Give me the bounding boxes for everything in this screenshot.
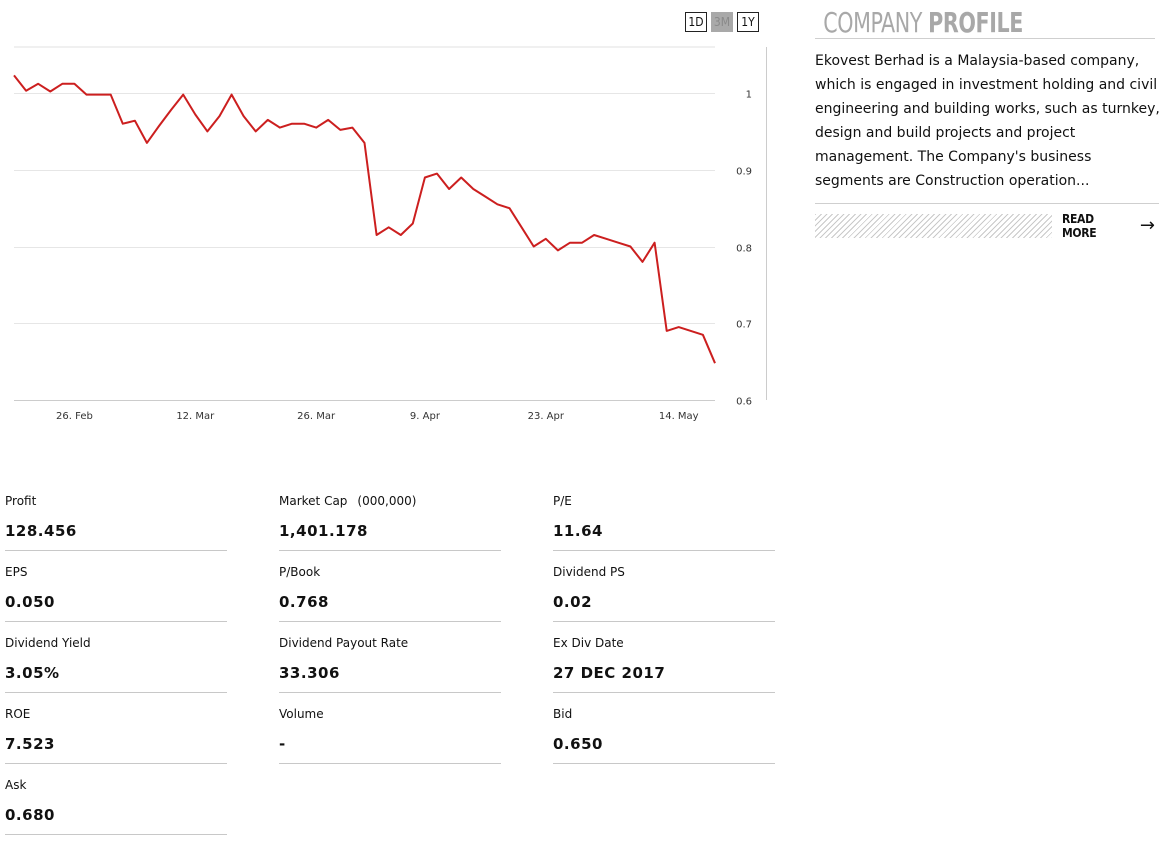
stat-value: 0.650 bbox=[553, 735, 603, 753]
stat-label: Dividend Payout Rate bbox=[279, 636, 409, 650]
range-button-1y[interactable]: 1Y bbox=[737, 12, 759, 32]
profile-heading-bold: PROFILE bbox=[928, 6, 1023, 39]
x-tick-label: 26. Mar bbox=[297, 411, 336, 422]
stat-value: - bbox=[279, 735, 286, 753]
stat-label: P/E bbox=[553, 494, 572, 508]
stat-label: Volume bbox=[279, 707, 324, 721]
chart-series bbox=[13, 74, 716, 364]
hatch-decoration bbox=[815, 214, 1052, 238]
stat-value: 0.768 bbox=[279, 593, 329, 611]
x-tick-label: 12. Mar bbox=[176, 411, 215, 422]
stat-value: 0.02 bbox=[553, 593, 593, 611]
stat-label: Market Cap (000,000) bbox=[279, 494, 416, 508]
company-profile-panel: COMPANY PROFILE Ekovest Berhad is a Mala… bbox=[815, 6, 1159, 240]
stat-value: 1,401.178 bbox=[279, 522, 368, 540]
read-more-link[interactable]: READ MORE bbox=[1061, 212, 1097, 240]
y-tick-label: 0.9 bbox=[736, 167, 752, 178]
y-tick-label: 0.7 bbox=[736, 320, 752, 331]
stat-label: P/Book bbox=[279, 565, 321, 579]
stat-label: Dividend Yield bbox=[5, 636, 91, 650]
price-chart: 1 0.9 0.8 0.7 0.6 26. Feb 12. Mar 26. Mar 9. Ap… bbox=[13, 46, 767, 422]
stat-market-cap: Market Cap (000,000) 1,401.178 bbox=[279, 494, 501, 551]
stat-dividend-ps: Dividend PS 0.02 bbox=[553, 565, 775, 622]
stat-label: Bid bbox=[553, 707, 573, 721]
stat-value: 27 DEC 2017 bbox=[553, 664, 666, 682]
stat-volume: Volume - bbox=[279, 707, 501, 764]
stat-dividend-payout: Dividend Payout Rate 33.306 bbox=[279, 636, 501, 693]
stat-dividend-yield: Dividend Yield 3.05% bbox=[5, 636, 227, 693]
chart-gridlines bbox=[14, 46, 715, 324]
profile-heading-light: COMPANY bbox=[823, 6, 923, 39]
stat-value: 3.05% bbox=[5, 664, 60, 682]
read-more-row: READ MORE → bbox=[815, 212, 1155, 240]
stat-label: Ex Div Date bbox=[553, 636, 624, 650]
stat-value: 11.64 bbox=[553, 522, 603, 540]
range-selector: 1D 3M 1Y bbox=[685, 12, 759, 32]
stat-label: Ask bbox=[5, 778, 27, 792]
stat-pe: P/E 11.64 bbox=[553, 494, 775, 551]
y-tick-labels: 1 0.9 0.8 0.7 0.6 bbox=[736, 90, 752, 408]
stat-ex-div-date: Ex Div Date 27 DEC 2017 bbox=[553, 636, 775, 693]
price-series-line bbox=[13, 74, 716, 364]
stat-unit: (000,000) bbox=[357, 494, 417, 508]
stat-label: Dividend PS bbox=[553, 565, 625, 579]
stat-value: 0.680 bbox=[5, 806, 55, 824]
chart-axes bbox=[14, 47, 767, 401]
profile-heading: COMPANY PROFILE bbox=[815, 6, 1152, 39]
profile-description: Ekovest Berhad is a Malaysia-based compa… bbox=[815, 49, 1159, 204]
stat-value: 128.456 bbox=[5, 522, 77, 540]
y-tick-label: 0.8 bbox=[736, 244, 752, 255]
x-tick-label: 9. Apr bbox=[410, 411, 441, 422]
stat-value: 33.306 bbox=[279, 664, 340, 682]
stat-label: Profit bbox=[5, 494, 37, 508]
stat-label: ROE bbox=[5, 707, 31, 721]
stat-profit: Profit 128.456 bbox=[5, 494, 227, 551]
range-button-1d[interactable]: 1D bbox=[685, 12, 707, 32]
y-tick-label: 0.6 bbox=[736, 397, 752, 408]
stat-bid: Bid 0.650 bbox=[553, 707, 775, 764]
x-tick-label: 23. Apr bbox=[528, 411, 565, 422]
x-tick-labels: 26. Feb 12. Mar 26. Mar 9. Apr 23. Apr 14. Ma… bbox=[56, 411, 699, 422]
stat-value: 0.050 bbox=[5, 593, 55, 611]
x-tick-label: 26. Feb bbox=[56, 411, 93, 422]
range-button-3m[interactable]: 3M bbox=[711, 12, 733, 32]
stat-roe: ROE 7.523 bbox=[5, 707, 227, 764]
stat-value: 7.523 bbox=[5, 735, 55, 753]
stat-label: EPS bbox=[5, 565, 28, 579]
x-tick-label: 14. May bbox=[659, 411, 699, 422]
stat-label-text: Market Cap bbox=[279, 494, 348, 508]
stat-eps: EPS 0.050 bbox=[5, 565, 227, 622]
stat-pbook: P/Book 0.768 bbox=[279, 565, 501, 622]
stat-ask: Ask 0.680 bbox=[5, 778, 227, 835]
arrow-right-icon[interactable]: → bbox=[1139, 215, 1155, 236]
y-tick-label: 1 bbox=[746, 90, 752, 101]
